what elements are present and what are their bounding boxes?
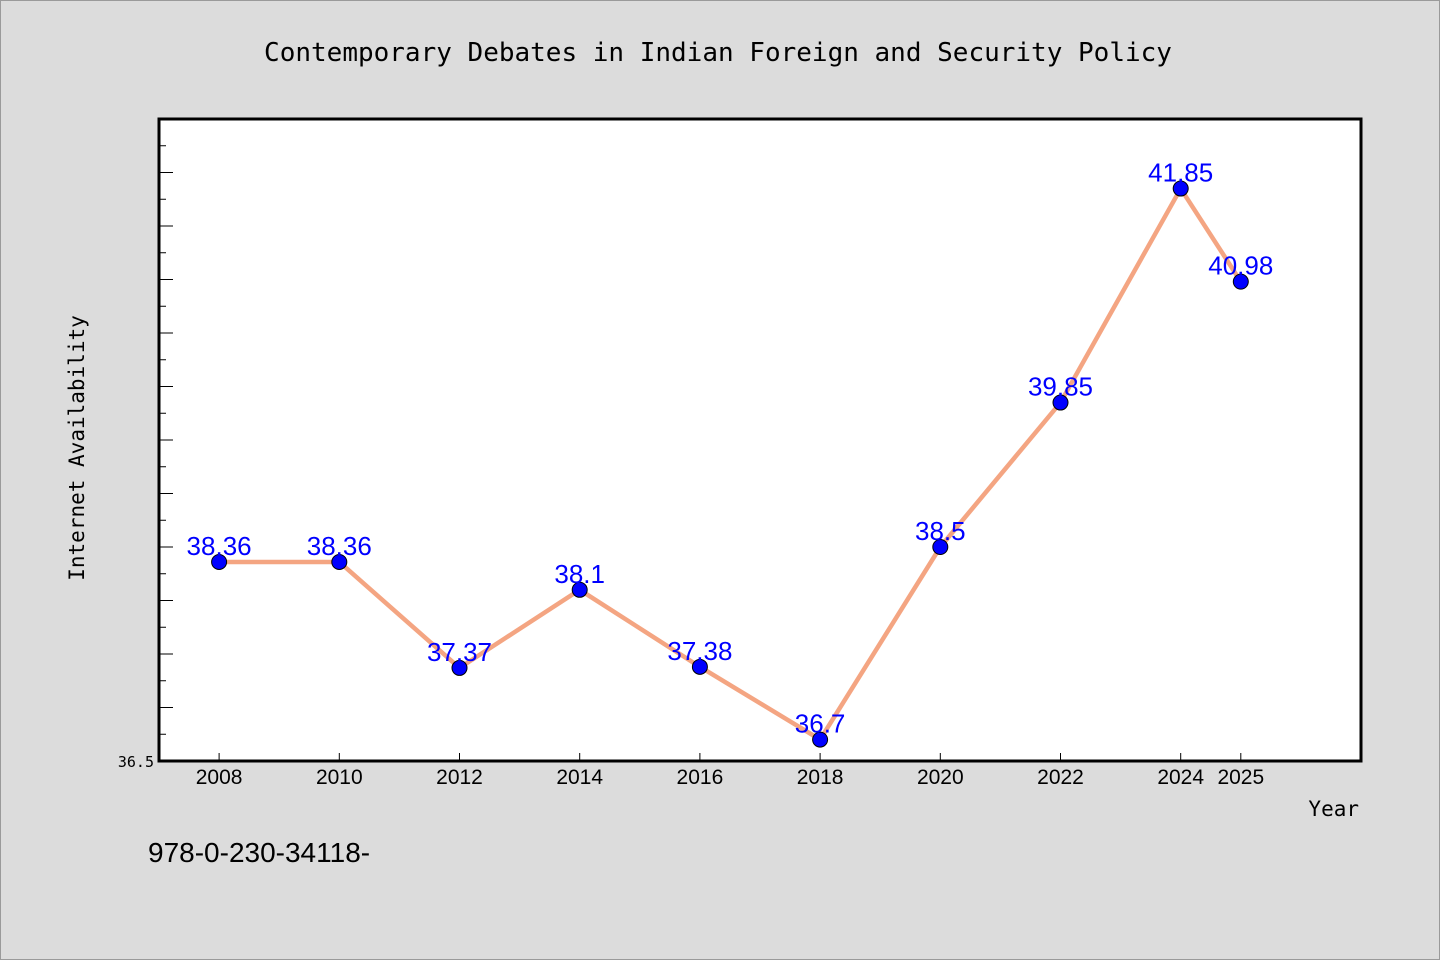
x-tick-label: 2008 bbox=[196, 766, 243, 789]
x-tick-label: 2014 bbox=[556, 766, 603, 789]
x-tick-label: 2025 bbox=[1217, 766, 1264, 789]
data-point bbox=[331, 553, 348, 570]
data-point bbox=[1232, 273, 1249, 290]
y-axis-ticks: 36.5 bbox=[118, 118, 173, 771]
data-point bbox=[691, 658, 708, 675]
y-tick-label: 36.5 bbox=[118, 753, 154, 771]
data-label: 37.38 bbox=[667, 636, 732, 666]
x-tick-label: 2020 bbox=[917, 766, 964, 789]
data-label: 36.7 bbox=[795, 709, 846, 739]
x-tick-label: 2012 bbox=[436, 766, 483, 789]
data-point bbox=[1052, 394, 1069, 411]
data-point bbox=[211, 553, 228, 570]
x-axis-ticks: 2008 2010 2012 2014 2016 2018 2020 2022 2024 2025 bbox=[196, 753, 1264, 789]
footer-code: 978-0-230-34118- bbox=[148, 837, 370, 868]
data-labels-layer: 38.36 38.36 37.37 38.1 37.38 36.7 38.5 39.85 41.… bbox=[187, 158, 1274, 739]
chart-title: Contemporary Debates in Indian Foreign a… bbox=[264, 38, 1172, 68]
x-tick-label: 2010 bbox=[316, 766, 363, 789]
x-tick-label: 2016 bbox=[677, 766, 724, 789]
series-line bbox=[219, 186, 1243, 742]
data-label: 38.36 bbox=[187, 531, 252, 561]
x-tick-label: 2024 bbox=[1157, 766, 1204, 789]
data-label: 41.85 bbox=[1148, 158, 1213, 188]
data-label: 37.37 bbox=[427, 637, 492, 667]
plot-area bbox=[157, 117, 1363, 763]
x-axis-label: Year bbox=[1308, 797, 1359, 821]
data-label: 38.5 bbox=[915, 516, 966, 546]
data-point bbox=[451, 659, 468, 676]
data-point bbox=[812, 731, 829, 748]
data-point bbox=[571, 581, 588, 598]
data-label: 40.98 bbox=[1208, 251, 1273, 281]
y-axis-label: Internet Availability bbox=[65, 315, 89, 581]
x-tick-label: 2018 bbox=[797, 766, 844, 789]
x-tick-label: 2022 bbox=[1037, 766, 1084, 789]
data-label: 38.1 bbox=[554, 559, 605, 589]
data-label: 38.36 bbox=[307, 531, 372, 561]
data-label: 39.85 bbox=[1028, 372, 1093, 402]
data-point bbox=[1172, 180, 1189, 197]
data-point bbox=[932, 539, 949, 555]
series-layer bbox=[211, 180, 1249, 748]
